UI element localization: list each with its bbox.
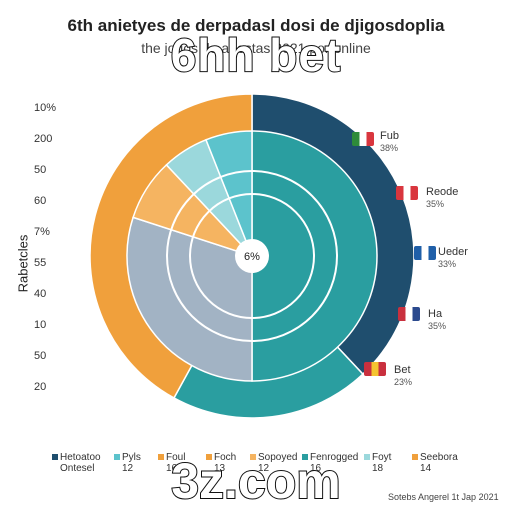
source-note: Sotebs Angerel 1t Jap 2021: [388, 492, 499, 502]
legend-swatch: [250, 454, 256, 460]
y-tick-label: 10%: [34, 102, 57, 114]
flag-usa-icon: [398, 307, 420, 321]
chart-subtitle: the jogos de apostas 2021 por online: [141, 40, 371, 56]
legend-swatch: [114, 454, 120, 460]
legend-item-value: 13: [214, 463, 226, 474]
chart-title: 6th anietyes de derpadasl dosi de djigos…: [67, 16, 445, 35]
legend-item-value: 16: [310, 463, 322, 474]
y-tick-label: 50: [34, 350, 47, 362]
side-label: Ha: [428, 308, 443, 320]
y-tick-label: 55: [34, 257, 47, 269]
side-label: Reode: [426, 186, 459, 198]
legend-item-value: 16: [166, 463, 178, 474]
legend-item-name: Hetoatoo: [60, 452, 101, 463]
y-tick-label: 50: [34, 164, 47, 176]
legend-item-name: Seebora: [420, 452, 458, 463]
legend-swatch: [206, 454, 212, 460]
y-tick-label: 20: [34, 381, 47, 393]
y-tick-label: 60: [34, 195, 47, 207]
center-hole: [235, 239, 269, 273]
legend-item-value: 14: [420, 463, 432, 474]
legend-item-name: Fenrogged: [310, 452, 359, 463]
center-label: 6%: [244, 251, 260, 263]
legend-item-value: 12: [258, 463, 270, 474]
side-label-value: 23%: [394, 377, 413, 387]
legend-item-name: Foyt: [372, 452, 392, 463]
y-axis-label: Rabetcles: [15, 234, 31, 293]
side-label: Bet: [394, 364, 411, 376]
inner-ring-outline: [166, 170, 338, 342]
legend-item-name: Foul: [166, 452, 186, 463]
legend-item-name: Pyls: [122, 452, 141, 463]
legend-item-name: Sopoyed: [258, 452, 298, 463]
side-label-value: 35%: [428, 321, 447, 331]
side-label-value: 35%: [426, 199, 445, 209]
y-tick-label: 7%: [34, 226, 50, 238]
middle-slice-slate: [126, 216, 253, 382]
core-ring-outline: [189, 193, 315, 319]
flag-blue-icon: [414, 246, 436, 260]
flag-italy-icon: [352, 132, 374, 146]
flag-red-icon: [396, 186, 418, 200]
watermark-bottom: 3z.com: [170, 452, 342, 510]
side-label: Fub: [380, 130, 399, 142]
legend-swatch: [412, 454, 418, 460]
legend-swatch: [364, 454, 370, 460]
legend-swatch: [302, 454, 308, 460]
y-tick-label: 200: [34, 133, 53, 145]
middle-slice-light_teal: [205, 130, 253, 257]
legend-item-name: Foch: [214, 452, 237, 463]
legend-item-value: Ontesel: [60, 463, 95, 474]
flag-spain-icon: [364, 362, 386, 376]
legend-item-value: 12: [122, 463, 134, 474]
side-label-value: 33%: [438, 259, 457, 269]
side-label: Ueder: [438, 246, 468, 258]
watermark-top: 6hh bet: [170, 28, 342, 82]
legend-item-value: 18: [372, 463, 384, 474]
legend-swatch: [158, 454, 164, 460]
legend-swatch: [52, 454, 58, 460]
y-tick-label: 40: [34, 288, 47, 300]
y-tick-label: 10: [34, 319, 47, 331]
side-label-value: 38%: [380, 143, 399, 153]
